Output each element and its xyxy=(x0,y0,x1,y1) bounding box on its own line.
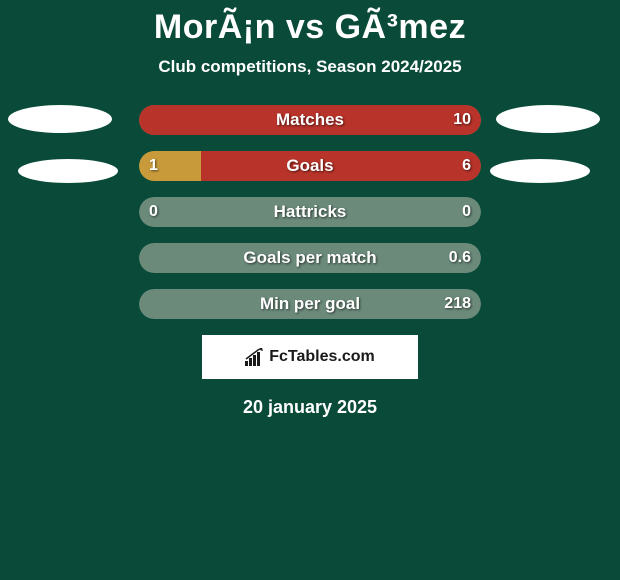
logo-text: FcTables.com xyxy=(269,348,375,366)
comparison-widget: MorÃ¡n vs GÃ³mez Club competitions, Seas… xyxy=(0,0,620,580)
stat-value-right: 0.6 xyxy=(449,249,471,267)
logo-box[interactable]: FcTables.com xyxy=(202,335,418,379)
stat-value-right: 218 xyxy=(444,295,471,313)
player-shoulder-right xyxy=(490,159,590,183)
player-right-silhouette xyxy=(496,105,600,183)
stat-row: Goals1 6 xyxy=(139,151,481,181)
stat-row: Goals per match0.6 xyxy=(139,243,481,273)
chart-area: Matches10 Goals1 6 Hattricks0 0 Goals per mat… xyxy=(0,105,620,319)
player-left-silhouette xyxy=(8,105,118,183)
stat-label: Hattricks xyxy=(139,202,481,222)
player-head-left xyxy=(8,105,112,133)
stat-value-right: 6 xyxy=(462,157,471,175)
stat-label: Goals per match xyxy=(139,248,481,268)
stat-value-left: 0 xyxy=(149,203,158,221)
stat-value-right: 10 xyxy=(453,111,471,129)
stat-value-left: 1 xyxy=(149,157,158,175)
stat-value-right: 0 xyxy=(462,203,471,221)
date-label: 20 january 2025 xyxy=(0,397,620,418)
stat-row: Min per goal218 xyxy=(139,289,481,319)
player-head-right xyxy=(496,105,600,133)
stat-label: Matches xyxy=(139,110,481,130)
page-title: MorÃ¡n vs GÃ³mez xyxy=(0,0,620,47)
stat-label: Min per goal xyxy=(139,294,481,314)
stat-label: Goals xyxy=(139,156,481,176)
player-shoulder-left xyxy=(18,159,118,183)
chart-icon xyxy=(245,348,265,366)
subtitle: Club competitions, Season 2024/2025 xyxy=(0,57,620,77)
stat-row: Matches10 xyxy=(139,105,481,135)
stat-row: Hattricks0 0 xyxy=(139,197,481,227)
stat-bars: Matches10 Goals1 6 Hattricks0 0 Goals per mat… xyxy=(139,105,481,319)
